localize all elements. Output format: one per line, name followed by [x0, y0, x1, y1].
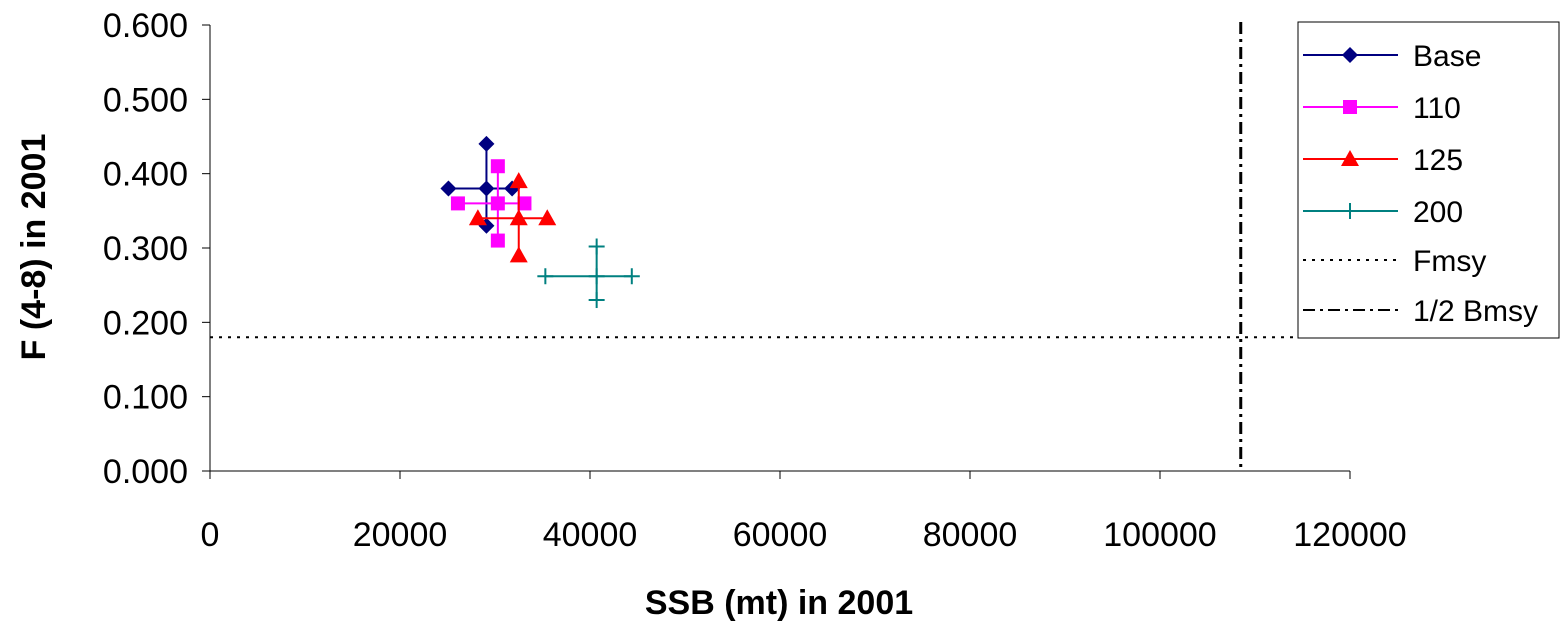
series-200-point [588, 268, 605, 285]
series-200-point [623, 268, 640, 285]
y-tick-label: 0.600 [103, 7, 188, 45]
legend-125-label: 125 [1413, 144, 1463, 177]
y-tick-label: 0.300 [103, 230, 188, 268]
series-125 [468, 172, 557, 263]
x-tick-label: 20000 [353, 516, 448, 554]
y-axis-title: F (4-8) in 2001 [15, 134, 53, 361]
y-tick-label: 0.000 [103, 453, 188, 491]
series-base [440, 135, 521, 234]
legend-110: 110 [1303, 92, 1461, 125]
series-200-point [537, 268, 554, 285]
legend-200-swatch-marker [1342, 203, 1358, 219]
x-tick-label: 120000 [1293, 516, 1406, 554]
y-axis-ticks: 0.000 0.100 0.200 0.300 0.400 0.500 0.600 [103, 7, 210, 491]
y-tick-label: 0.200 [103, 304, 188, 342]
series-base-point [478, 135, 495, 152]
legend-125-swatch-marker [1341, 150, 1359, 166]
legend-fmsy-label: Fmsy [1413, 245, 1486, 278]
y-tick-label: 0.400 [103, 156, 188, 194]
series-110 [450, 159, 532, 248]
legend-fmsy: Fmsy [1303, 245, 1486, 278]
legend-base-label: Base [1413, 40, 1481, 73]
series-125-point [509, 209, 528, 226]
series-110-point [490, 233, 505, 248]
legend-125: 125 [1303, 144, 1463, 177]
legend-base-swatch-marker [1342, 47, 1358, 63]
series-110-point [517, 196, 532, 211]
x-tick-label: 60000 [733, 516, 828, 554]
legend-half-bmsy: 1/2 Bmsy [1303, 295, 1538, 328]
legend-200-label: 200 [1413, 196, 1463, 229]
series-125-point [538, 209, 557, 226]
legend-110-label: 110 [1413, 92, 1461, 125]
series-125-point [468, 209, 487, 226]
series-125-point [509, 172, 528, 189]
series-110-point [490, 159, 505, 174]
legend-box [1297, 21, 1560, 339]
series-200-point [588, 238, 605, 255]
series-200-point [588, 292, 605, 309]
x-axis-title: SSB (mt) in 2001 [645, 584, 913, 622]
y-tick-label: 0.100 [103, 379, 188, 417]
legend: Base 110 125 200 Fmsy 1/2 Bmsy [1297, 21, 1560, 339]
series-base-point [440, 180, 457, 197]
legend-base: Base [1303, 40, 1481, 73]
series-110-point [490, 196, 505, 211]
series-200 [537, 238, 640, 309]
legend-half-bmsy-label: 1/2 Bmsy [1413, 295, 1538, 328]
series-125-point [509, 246, 528, 263]
x-tick-label: 100000 [1103, 516, 1216, 554]
y-tick-label: 0.500 [103, 81, 188, 119]
legend-110-swatch-marker [1343, 100, 1357, 114]
x-tick-label: 0 [201, 516, 220, 554]
x-axis-ticks: 0 20000 40000 60000 80000 100000 120000 [201, 471, 1407, 554]
x-tick-label: 40000 [543, 516, 638, 554]
series-110-point [450, 196, 465, 211]
legend-200: 200 [1303, 196, 1463, 229]
series-base-point [478, 180, 495, 197]
x-tick-label: 80000 [923, 516, 1018, 554]
